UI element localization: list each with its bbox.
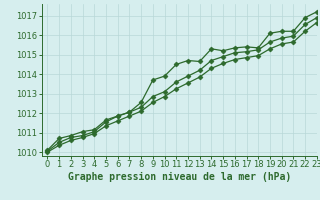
X-axis label: Graphe pression niveau de la mer (hPa): Graphe pression niveau de la mer (hPa) — [68, 172, 291, 182]
